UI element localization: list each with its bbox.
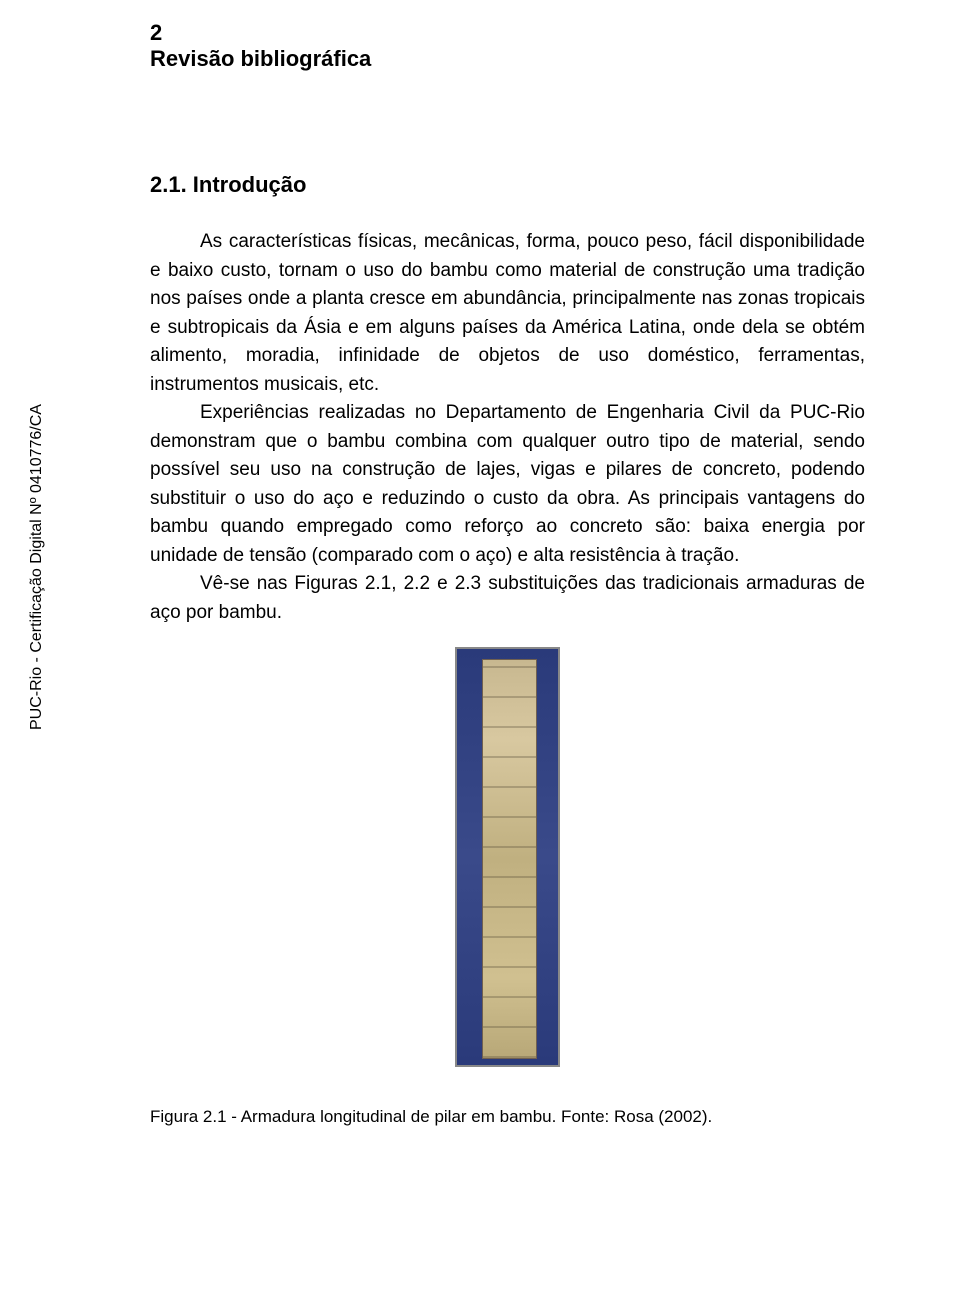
- chapter-number: 2: [150, 20, 865, 46]
- page-content: 2 Revisão bibliográfica 2.1. Introdução …: [150, 0, 865, 1127]
- paragraph-1: As características físicas, mecânicas, f…: [150, 228, 865, 399]
- section-heading: 2.1. Introdução: [150, 172, 865, 198]
- paragraph-3: Vê-se nas Figuras 2.1, 2.2 e 2.3 substit…: [150, 570, 865, 627]
- bamboo-pillar-graphic: [482, 659, 537, 1059]
- figure-container: [150, 647, 865, 1072]
- certification-text: PUC-Rio - Certificação Digital Nº 041077…: [28, 404, 46, 730]
- figure-caption: Figura 2.1 - Armadura longitudinal de pi…: [150, 1107, 865, 1127]
- figure-image: [455, 647, 560, 1067]
- chapter-title: Revisão bibliográfica: [150, 46, 865, 72]
- paragraph-2: Experiências realizadas no Departamento …: [150, 399, 865, 570]
